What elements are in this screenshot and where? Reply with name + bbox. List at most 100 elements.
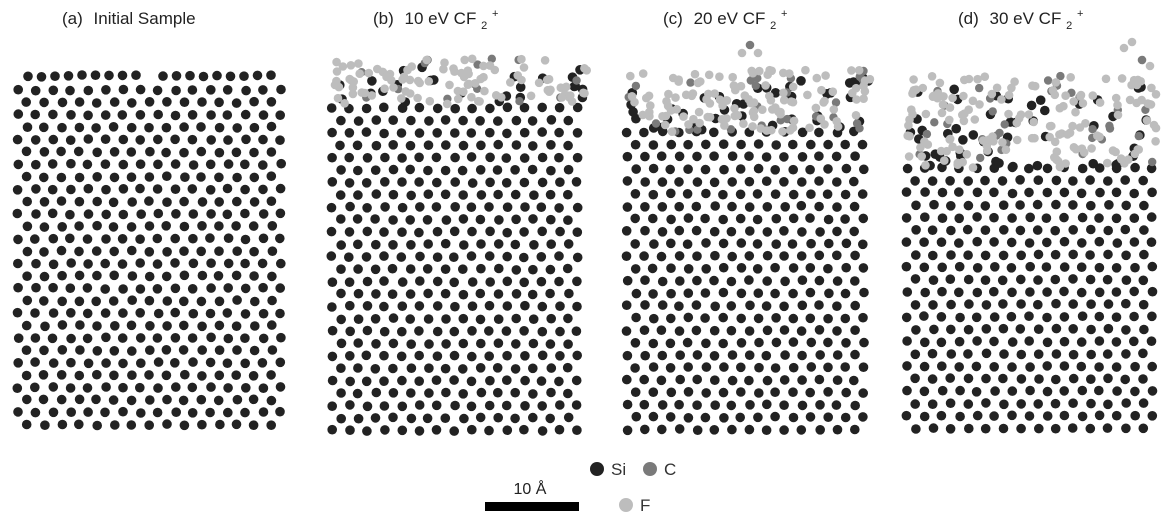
si-atom: [945, 373, 955, 383]
si-atom: [214, 345, 225, 356]
si-atom: [171, 85, 181, 96]
si-atom: [144, 221, 155, 231]
si-atom: [850, 325, 860, 336]
si-atom: [1042, 386, 1053, 397]
si-atom: [859, 337, 869, 348]
si-atom: [63, 71, 74, 81]
si-atom: [179, 97, 190, 107]
f-atom: [1061, 91, 1070, 100]
si-atom: [1147, 411, 1158, 421]
si-atom: [144, 196, 154, 206]
si-atom: [12, 208, 23, 219]
si-atom: [850, 349, 860, 360]
si-atom: [709, 425, 720, 435]
si-atom: [179, 196, 189, 207]
si-atom: [780, 276, 790, 287]
si-atom: [275, 110, 286, 120]
si-atom: [1016, 274, 1026, 285]
si-atom: [240, 208, 250, 219]
si-atom: [1120, 224, 1131, 235]
f-atom: [749, 98, 759, 107]
si-atom: [485, 152, 495, 163]
si-atom: [101, 184, 111, 195]
f-atom: [962, 150, 972, 159]
si-atom: [424, 339, 434, 349]
si-atom: [571, 375, 582, 386]
si-atom: [56, 394, 67, 405]
f-atom: [666, 106, 676, 115]
si-atom: [1016, 374, 1027, 384]
si-atom: [929, 199, 939, 210]
si-atom: [1102, 423, 1113, 433]
si-atom: [928, 275, 939, 286]
c-atom: [1043, 76, 1053, 85]
si-atom: [958, 135, 968, 145]
si-atom: [621, 226, 632, 236]
si-atom: [640, 151, 650, 162]
si-atom: [1138, 299, 1149, 310]
si-atom: [989, 212, 999, 223]
si-atom: [937, 213, 948, 223]
si-atom: [1076, 287, 1087, 298]
panel-c-energy: 20 eV: [694, 9, 743, 28]
si-atom: [726, 301, 737, 311]
si-atom: [954, 213, 964, 224]
si-atom: [972, 263, 983, 273]
si-atom: [1033, 249, 1044, 260]
si-atom: [223, 333, 234, 344]
si-atom: [1130, 410, 1140, 421]
si-atom: [520, 401, 530, 411]
si-atom: [467, 103, 477, 114]
si-atom: [981, 324, 992, 334]
si-atom: [1094, 410, 1105, 421]
si-atom: [519, 277, 529, 288]
si-atom: [511, 313, 521, 324]
si-atom: [205, 308, 216, 319]
f-atom: [984, 135, 994, 144]
si-atom: [510, 413, 520, 424]
si-atom: [179, 420, 190, 431]
si-atom: [326, 202, 337, 213]
si-atom: [989, 312, 1000, 322]
si-atom: [971, 312, 982, 323]
si-atom: [223, 258, 234, 269]
f-atom: [542, 75, 552, 85]
f-atom: [748, 122, 757, 131]
si-atom: [545, 339, 556, 349]
f-atom: [517, 54, 526, 64]
si-atom: [710, 375, 720, 386]
si-atom: [466, 128, 477, 138]
si-atom: [572, 202, 583, 213]
si-atom: [963, 176, 973, 186]
si-atom: [388, 189, 399, 200]
si-atom: [38, 394, 49, 405]
si-atom: [187, 284, 198, 294]
si-atom: [431, 152, 442, 163]
si-atom: [981, 398, 991, 408]
si-atom: [57, 419, 68, 430]
si-atom: [475, 363, 486, 373]
si-atom: [1016, 349, 1027, 360]
f-atom: [693, 78, 703, 88]
si-atom: [467, 301, 478, 312]
si-atom: [267, 320, 277, 330]
si-atom: [927, 225, 938, 235]
f-atom: [918, 83, 928, 93]
si-atom: [735, 164, 746, 174]
f-atom: [935, 78, 945, 88]
si-atom: [21, 171, 32, 182]
si-atom: [683, 264, 694, 274]
si-atom: [336, 115, 346, 126]
si-atom: [901, 312, 912, 323]
si-atom: [1111, 337, 1122, 347]
si-atom: [666, 238, 676, 249]
si-atom: [1050, 225, 1060, 236]
si-atom: [745, 226, 755, 236]
f-atom: [904, 152, 914, 161]
si-atom: [484, 326, 494, 336]
si-atom: [484, 202, 494, 212]
si-atom: [161, 345, 172, 355]
panel-a-label: (a): [62, 9, 83, 28]
si-atom: [762, 375, 773, 386]
si-atom: [1086, 324, 1096, 335]
